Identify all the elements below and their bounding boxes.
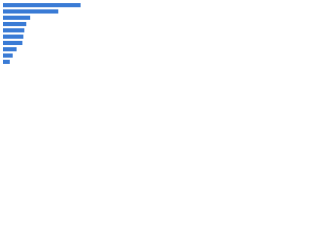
bar: [3, 47, 17, 52]
bar: [3, 53, 13, 58]
bar: [3, 3, 81, 8]
bar: [3, 15, 31, 20]
bar: [3, 59, 10, 64]
bar: [3, 34, 24, 39]
bar: [3, 9, 59, 14]
page: {"chart_data": {"type": "bar", "orientat…: [0, 0, 100, 71]
bar: [3, 28, 25, 33]
bar: [3, 21, 27, 27]
bar: [3, 40, 23, 46]
chart: [3, 3, 81, 64]
